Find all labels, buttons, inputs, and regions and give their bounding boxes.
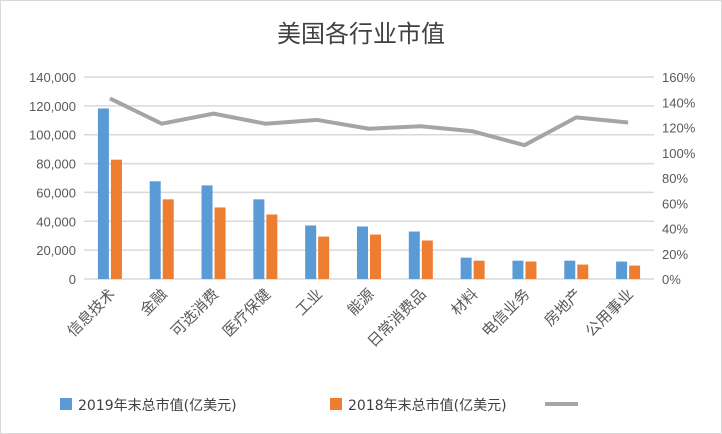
bar-2019	[564, 260, 576, 279]
right-axis-tick-label: 40%	[662, 222, 688, 237]
left-axis-tick-label: 20,000	[36, 243, 76, 258]
bar-2019	[616, 261, 628, 279]
legend-swatch-2018	[330, 398, 342, 410]
bar-2018	[370, 234, 381, 279]
category-label: 能源	[344, 285, 378, 319]
bar-2018	[629, 265, 641, 279]
bar-2018	[266, 214, 278, 279]
category-label: 电信业务	[478, 285, 533, 340]
right-axis-tick-label: 140%	[662, 95, 696, 110]
bar-2019	[408, 231, 420, 279]
category-label: 材料	[448, 285, 482, 319]
right-axis-tick-label: 0%	[662, 272, 681, 287]
bar-2018	[214, 207, 226, 279]
bar-2018	[577, 264, 589, 279]
bar-2019	[512, 260, 524, 279]
category-label: 医疗保健	[219, 285, 274, 340]
legend: 2019年末总市值(亿美元) 2018年末总市值(亿美元)	[60, 397, 578, 414]
right-axis-tick-label: 160%	[662, 70, 696, 85]
left-axis-tick-label: 140,000	[29, 70, 76, 85]
bar-2018	[318, 236, 330, 279]
bar-2018	[525, 261, 537, 279]
bar-2019	[201, 185, 213, 279]
legend-swatch-2019	[60, 398, 72, 410]
category-label: 信息技术	[64, 285, 119, 340]
legend-label-2019: 2019年末总市值(亿美元)	[78, 397, 237, 414]
left-axis-tick-label: 120,000	[29, 99, 76, 114]
right-axis-tick-label: 60%	[662, 196, 688, 211]
left-axis-tick-label: 40,000	[36, 214, 76, 229]
bar-2018	[162, 199, 174, 279]
right-axis-tick-label: 20%	[662, 247, 688, 262]
bar-2019	[149, 181, 161, 279]
legend-label-2018: 2018年末总市值(亿美元)	[348, 397, 507, 414]
right-axis-tick-label: 120%	[662, 121, 696, 136]
bar-2019	[460, 257, 472, 279]
right-axis-tick-label: 80%	[662, 171, 688, 186]
category-label: 工业	[292, 285, 326, 319]
bar-2019	[253, 199, 265, 279]
bar-2018	[110, 159, 122, 279]
bar-2019	[357, 226, 368, 279]
category-label: 可选消费	[167, 285, 222, 340]
left-axis-tick-label: 80,000	[36, 157, 76, 172]
left-axis-tick-label: 60,000	[36, 185, 76, 200]
bar-2018	[473, 260, 485, 279]
category-label: 公用事业	[582, 285, 637, 340]
left-axis-tick-label: 0	[69, 272, 76, 287]
left-axis-tick-label: 100,000	[29, 128, 76, 143]
right-axis-tick-label: 100%	[662, 146, 696, 161]
category-label: 房地产	[541, 285, 586, 330]
category-label: 金融	[137, 285, 171, 319]
chart-title: 美国各行业市值	[277, 20, 445, 48]
bar-2019	[97, 108, 109, 279]
bar-2018	[421, 240, 433, 279]
bar-2019	[305, 225, 317, 279]
